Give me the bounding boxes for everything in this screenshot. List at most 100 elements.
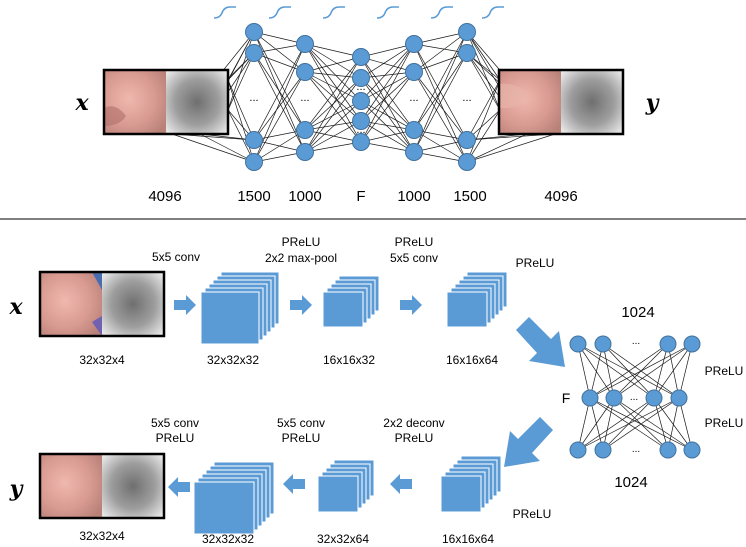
ellipsis-label: ... [249, 92, 258, 104]
connection-line [227, 79, 255, 163]
fc-connection-line [613, 397, 693, 451]
layer-size-label: 1000 [397, 188, 430, 205]
connection-line [360, 71, 415, 143]
label-enc-op3-line2: 5x5 conv [390, 251, 438, 265]
fc-neuron-node [670, 389, 688, 407]
label-enc-out1: 32x32x32 [207, 353, 259, 367]
connection-line [227, 109, 255, 163]
bottom-input-image [38, 270, 166, 338]
connection-line [304, 56, 362, 153]
top-input-variable: x [74, 90, 89, 116]
neuron-node [352, 48, 370, 66]
feature-map [440, 475, 482, 513]
stack-enc-16x16x64 [446, 271, 508, 328]
layer-size-label: 1500 [237, 188, 270, 205]
label-dec-out2: 32x32x64 [317, 532, 369, 546]
neuron-node [245, 23, 263, 41]
layer-size-label: 1500 [453, 188, 486, 205]
connection-line [360, 100, 415, 131]
prelu-wave-icon [430, 6, 453, 19]
fc-neuron-node [683, 441, 701, 459]
connection-line [304, 56, 362, 73]
top-nodes [245, 23, 476, 171]
fc-connection-line [577, 397, 655, 451]
diagonal-arrow-down-icon [516, 317, 565, 367]
connection-line [466, 79, 501, 163]
neuron-node [405, 63, 423, 81]
connection-line [413, 71, 468, 163]
connection-line [227, 52, 255, 111]
connection-line [466, 133, 528, 163]
bottom-input-variable: x [8, 294, 23, 320]
stack-dec-32x32x64 [317, 459, 375, 513]
fc-neuron-node [569, 441, 587, 459]
neuron-node [296, 121, 314, 139]
connection-line [253, 43, 306, 141]
ellipsis-label: ... [356, 124, 365, 136]
fc-connection-line [589, 397, 604, 451]
fc-neuron-node [594, 335, 612, 353]
label-dec-out3: 32x32x32 [202, 532, 254, 546]
connection-line [304, 56, 362, 131]
fc-connection-line [667, 397, 680, 451]
connection-line [360, 71, 415, 122]
fc-connection-line [667, 343, 680, 399]
fc-connection-line [678, 343, 693, 399]
label-dec-op3-line2: PReLU [156, 431, 195, 445]
connection-line [304, 71, 362, 122]
bottom-output-image [38, 452, 166, 520]
label-enc-op1: 5x5 conv [152, 250, 200, 264]
label-dec-in-size: 16x16x64 [442, 532, 494, 546]
connection-line [304, 43, 362, 122]
neuron-node [405, 35, 423, 53]
connection-line [466, 109, 501, 163]
prelu-wave-icon [376, 6, 399, 19]
connection-line [304, 141, 362, 153]
top-layer-size-labels: 4096 1500 1000 F 1000 1500 4096 [148, 188, 577, 205]
feature-map-stacks [193, 271, 508, 535]
connection-line [253, 129, 306, 163]
fc-neuron-node [594, 441, 612, 459]
connection-line [413, 31, 468, 131]
connection-line [413, 52, 468, 73]
label-dec-op1-line2: PReLU [395, 431, 434, 445]
layer-size-label: 1000 [288, 188, 321, 205]
connection-line [360, 43, 415, 79]
fc-connection-line [653, 343, 693, 399]
prelu-wave-icon [322, 6, 345, 19]
fc-connection-line [653, 397, 693, 451]
connection-line [304, 120, 362, 153]
connection-line [199, 133, 255, 163]
label-enc-op3-line1: PReLU [395, 235, 434, 249]
right-arrow-icon [174, 295, 196, 315]
fc-ellipsis-label: ... [632, 336, 640, 347]
label-enc-prelu: PReLU [516, 256, 555, 270]
neuron-node [296, 63, 314, 81]
fc-neuron-node [659, 335, 677, 353]
label-fc-middle: F [562, 390, 571, 406]
connection-line [304, 71, 362, 102]
top-autoencoder: .................. [171, 6, 556, 171]
fc-neuron-node [683, 335, 701, 353]
neuron-node [352, 69, 370, 87]
neuron-node [352, 112, 370, 130]
label-enc-out2: 16x16x32 [323, 353, 375, 367]
fc-connection-line [589, 343, 604, 399]
fully-connected-block: ......... [569, 335, 701, 459]
connection-line [466, 133, 556, 163]
neuron-node [296, 143, 314, 161]
label-fc-top: 1024 [621, 304, 654, 321]
feature-map [193, 481, 255, 535]
connection-line [360, 129, 415, 143]
label-input-size: 32x32x4 [79, 353, 125, 367]
neuron-node [458, 23, 476, 41]
fc-neuron-node [645, 389, 663, 407]
label-fc-bottom: 1024 [614, 474, 647, 491]
connection-line [304, 71, 362, 143]
right-arrow-icon [400, 295, 422, 315]
neuron-node [458, 44, 476, 62]
left-arrow-icon [390, 474, 412, 494]
neuron-node [245, 131, 263, 149]
fc-nodes: ......... [569, 335, 701, 459]
